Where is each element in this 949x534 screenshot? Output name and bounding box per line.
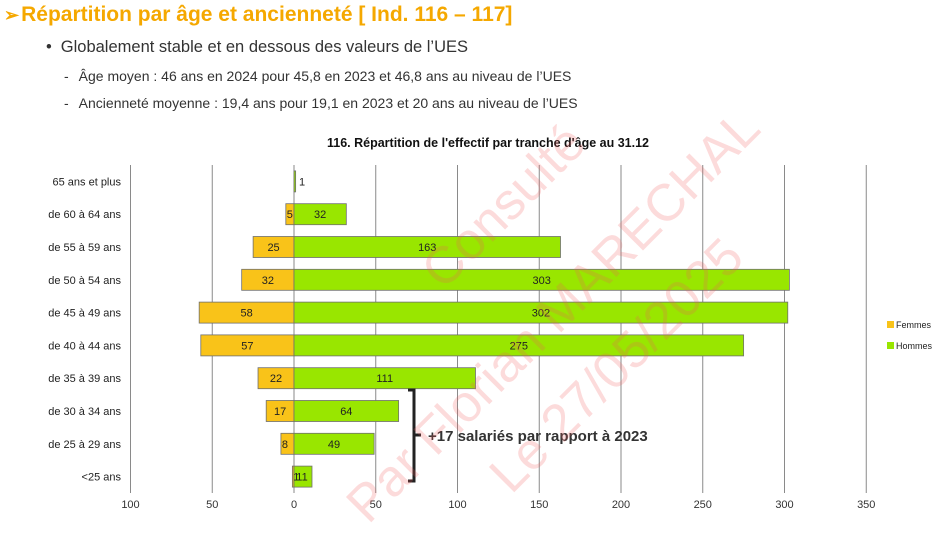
annotation-text: +17 salariés par rapport à 2023 xyxy=(428,428,648,445)
data-label-hommes: 11 xyxy=(296,472,307,484)
bullet-age-text: Âge moyen : 46 ans en 2024 pour 45,8 en … xyxy=(78,68,572,84)
legend-swatch xyxy=(887,342,894,349)
data-label-femmes: 17 xyxy=(274,406,286,418)
x-tick-label: 100 xyxy=(121,499,139,511)
category-label: de 45 à 49 ans xyxy=(48,308,121,320)
bar-hommes xyxy=(293,367,476,390)
data-label-hommes: 49 xyxy=(328,439,340,451)
slide-title: ➢Répartition par âge et ancienneté [ Ind… xyxy=(4,3,512,27)
data-label-hommes: 302 xyxy=(532,308,550,320)
bar-hommes xyxy=(293,236,561,258)
chart-legend: Femmes Hommes xyxy=(887,320,933,351)
legend-label: Femmes xyxy=(896,320,932,330)
chart-grid xyxy=(130,165,867,493)
category-label: de 35 à 39 ans xyxy=(48,373,121,385)
bar-hommes xyxy=(293,170,297,193)
x-tick-label: 150 xyxy=(530,499,548,511)
category-label: 65 ans et plus xyxy=(53,176,122,188)
data-label-hommes: 64 xyxy=(340,406,352,418)
chart-ticks: 100 50 0 50 100 150 200 250 300 350 xyxy=(121,499,875,511)
data-label-femmes: 1 xyxy=(293,472,299,484)
bullet-main-text: Globalement stable et en dessous des val… xyxy=(60,38,469,56)
data-label-femmes: 5 xyxy=(287,209,293,221)
data-label-femmes: 25 xyxy=(267,242,279,254)
bar-hommes xyxy=(293,334,745,357)
legend-swatch xyxy=(887,321,894,328)
age-pyramid-chart: 116. Répartition de l'effectif par tranc… xyxy=(48,136,933,511)
data-label-femmes: 57 xyxy=(241,340,253,352)
data-label-hommes: 111 xyxy=(376,373,393,385)
data-label-femmes: 8 xyxy=(282,439,288,451)
x-tick-label: 50 xyxy=(206,499,218,511)
data-label-hommes: 303 xyxy=(533,275,551,287)
bar-hommes xyxy=(293,465,313,488)
data-label-femmes: 22 xyxy=(270,373,282,385)
bullet-age: - Âge moyen : 46 ans en 2024 pour 45,8 en… xyxy=(64,68,571,84)
x-tick-label: 300 xyxy=(775,499,793,511)
bullet-main: • Globalement stable et en dessous des va… xyxy=(46,38,468,57)
bar-hommes xyxy=(293,268,790,291)
arrow-bullet-icon: ➢ xyxy=(4,5,20,25)
chart-labels: 65 ans et plus 1 de 60 à 64 ans 5 32 de 55 à … xyxy=(48,176,551,483)
dash-icon: - xyxy=(64,95,69,111)
category-label: de 55 à 59 ans xyxy=(48,242,121,254)
x-tick-label: 200 xyxy=(612,499,630,511)
data-label-hommes: 163 xyxy=(418,242,436,254)
data-label-hommes: 275 xyxy=(510,340,528,352)
legend-label: Hommes xyxy=(896,341,933,351)
category-label: de 40 à 44 ans xyxy=(48,340,121,352)
bar-hommes xyxy=(293,432,375,455)
data-label-femmes: 58 xyxy=(240,308,252,320)
data-label-femmes: 32 xyxy=(262,275,274,287)
dash-icon: - xyxy=(64,68,69,84)
category-label: de 25 à 29 ans xyxy=(48,439,121,451)
bullet-seniority: - Ancienneté moyenne : 19,4 ans pour 19,1… xyxy=(64,95,578,111)
category-label: de 30 à 34 ans xyxy=(48,406,121,418)
chart-title: 116. Répartition de l'effectif par tranc… xyxy=(327,136,649,150)
bullet-seniority-text: Ancienneté moyenne : 19,4 ans pour 19,1 … xyxy=(78,95,578,111)
bullet-dot-icon: • xyxy=(46,38,52,56)
data-label-hommes: 1 xyxy=(299,176,305,188)
slide-title-text: Répartition par âge et ancienneté [ Ind.… xyxy=(21,3,513,26)
category-label: <25 ans xyxy=(82,472,122,484)
annotation-bracket xyxy=(408,388,421,483)
x-tick-label: 50 xyxy=(370,499,382,511)
bar-hommes xyxy=(293,203,347,226)
bar-hommes xyxy=(293,400,400,422)
category-label: de 50 à 54 ans xyxy=(48,275,121,287)
x-tick-label: 0 xyxy=(291,499,297,511)
x-tick-label: 250 xyxy=(694,499,712,511)
chart-bars xyxy=(198,170,790,488)
data-label-hommes: 32 xyxy=(314,209,326,221)
x-tick-label: 350 xyxy=(857,499,875,511)
x-tick-label: 100 xyxy=(448,499,466,511)
bar-hommes xyxy=(293,301,789,324)
category-label: de 60 à 64 ans xyxy=(48,209,121,221)
